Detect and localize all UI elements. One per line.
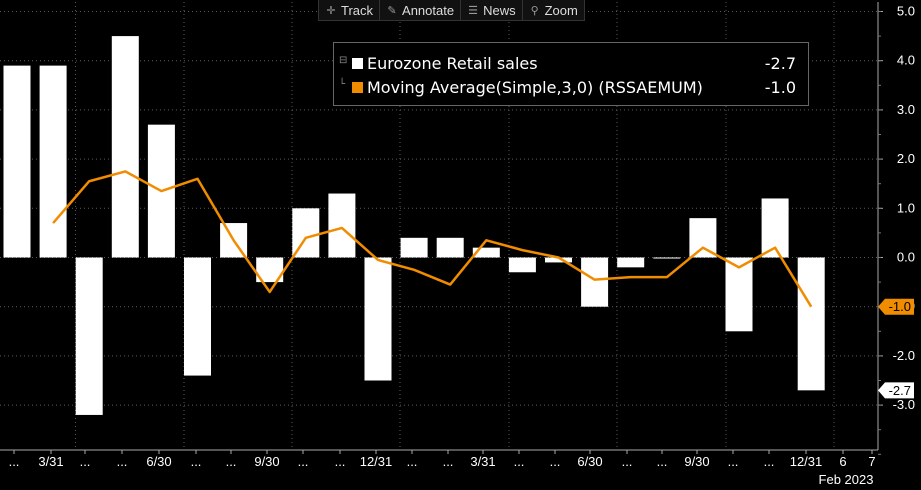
legend-swatch-retail-sales xyxy=(352,57,363,69)
crosshair-icon: ✛ xyxy=(326,4,336,17)
bar xyxy=(653,257,681,259)
x-tick-label: 7 xyxy=(868,454,875,469)
last-value-tag-text: -2.7 xyxy=(889,383,911,398)
x-tick-label: 3/31 xyxy=(38,454,63,469)
track-label: Track xyxy=(341,2,374,18)
legend-label: Moving Average(Simple,3,0) (RSSAEMUM) xyxy=(367,77,703,97)
bar xyxy=(75,257,103,415)
tree-branch-icon: └ xyxy=(339,79,346,90)
x-tick-label: 6 xyxy=(839,454,846,469)
bar-series xyxy=(3,36,825,415)
x-tick-label: 3/31 xyxy=(470,454,495,469)
x-tick-label: 9/30 xyxy=(684,454,709,469)
legend-entry-retail-sales[interactable]: Eurozone Retail sales -2.7 xyxy=(352,52,796,74)
y-tick-label: 4.0 xyxy=(897,53,915,68)
collapse-icon[interactable]: ⊟ xyxy=(339,55,348,66)
y-tick-label: -2.0 xyxy=(893,348,915,363)
legend-entry-moving-average[interactable]: Moving Average(Simple,3,0) (RSSAEMUM) -1… xyxy=(352,76,796,98)
chart-toolbar: ✛ Track ✎ Annotate ☰ News ⚲ Zoom xyxy=(318,0,585,21)
x-tick-label: ... xyxy=(550,454,561,469)
bar xyxy=(725,257,753,332)
bar xyxy=(400,237,428,258)
x-tick-label: 6/30 xyxy=(146,454,171,469)
x-tick-label: ... xyxy=(80,454,91,469)
x-tick-label: ... xyxy=(622,454,633,469)
track-button[interactable]: ✛ Track xyxy=(319,0,381,20)
gridlines xyxy=(0,2,878,450)
bar xyxy=(689,218,717,258)
x-axis: ... 3/31...... 6/30...... 9/30...... 12/31..… xyxy=(0,449,878,487)
legend-value: -1.0 xyxy=(764,77,796,97)
news-label: News xyxy=(483,2,516,18)
x-tick-label: ... xyxy=(226,454,237,469)
bar xyxy=(472,247,500,258)
bar xyxy=(436,237,464,258)
zoom-button[interactable]: ⚲ Zoom xyxy=(523,0,584,20)
x-tick-label: ... xyxy=(191,454,202,469)
y-tick-label: -3.0 xyxy=(893,397,915,412)
annotate-button[interactable]: ✎ Annotate xyxy=(380,0,462,20)
x-tick-label: ... xyxy=(443,454,454,469)
x-tick-label: ... xyxy=(335,454,346,469)
magnifier-icon: ⚲ xyxy=(530,4,539,17)
zoom-label: Zoom xyxy=(544,2,578,18)
y-tick-label: 2.0 xyxy=(897,151,915,166)
bar xyxy=(617,257,645,268)
x-tick-label: ... xyxy=(117,454,128,469)
x-tick-label: ... xyxy=(298,454,309,469)
annotate-label: Annotate xyxy=(402,2,455,18)
x-tick-label: 9/30 xyxy=(254,454,279,469)
x-tick-label: ... xyxy=(764,454,775,469)
legend-value: -2.7 xyxy=(764,53,796,73)
last-value-tag-bg xyxy=(878,298,914,315)
moving-average-polyline xyxy=(52,170,813,308)
x-tick-label: ... xyxy=(514,454,525,469)
bar xyxy=(111,36,139,258)
x-tick-label: 12/31 xyxy=(360,454,393,469)
x-tick-label: ... xyxy=(657,454,668,469)
bar xyxy=(508,257,536,273)
bar xyxy=(364,257,392,381)
legend: ⊟ └ Eurozone Retail sales -2.7 Moving Av… xyxy=(333,42,809,106)
news-icon: ☰ xyxy=(468,4,479,17)
x-tick-label: ... xyxy=(9,454,20,469)
moving-average-line xyxy=(52,170,813,308)
x-tick-label: 12/31 xyxy=(790,454,823,469)
last-value-tag: -2.7 xyxy=(878,382,914,399)
last-value-tag-bg xyxy=(878,382,914,399)
bar xyxy=(581,257,609,307)
x-tick-label: ... xyxy=(407,454,418,469)
legend-swatch-moving-average xyxy=(352,81,363,93)
y-tick-label: 0.0 xyxy=(897,250,915,265)
last-value-tag-text: -1.0 xyxy=(889,299,911,314)
bar xyxy=(328,193,356,258)
value-labels: -1.0 -2.7 xyxy=(878,298,914,399)
y-tick-label: 5.0 xyxy=(897,4,915,19)
news-button[interactable]: ☰ News xyxy=(461,0,523,20)
y-tick-label: 1.0 xyxy=(897,200,915,215)
bar xyxy=(3,65,31,258)
legend-label: Eurozone Retail sales xyxy=(367,53,538,73)
bar xyxy=(545,257,572,263)
bar xyxy=(797,257,825,391)
x-tick-label: ... xyxy=(728,454,739,469)
bar xyxy=(184,257,211,376)
y-tick-label: 3.0 xyxy=(897,102,915,117)
x-axis-sublabel: Feb 2023 xyxy=(819,472,874,487)
last-value-tag: -1.0 xyxy=(878,298,914,315)
bar xyxy=(39,65,67,258)
pencil-icon: ✎ xyxy=(387,4,397,17)
x-tick-label: 6/30 xyxy=(577,454,602,469)
